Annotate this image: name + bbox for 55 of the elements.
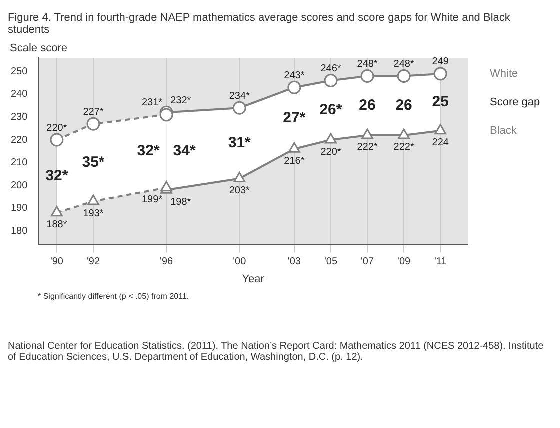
y-tick-label: 190	[10, 203, 28, 214]
data-label: 188*	[46, 220, 68, 231]
y-tick-label: 240	[10, 89, 28, 100]
x-tick-label: '00	[233, 256, 247, 268]
data-label: 248*	[394, 58, 414, 70]
data-label: 227*	[83, 106, 104, 118]
x-tick-label: '07	[361, 256, 374, 268]
text: White	[490, 68, 518, 80]
data-label: 199*	[142, 194, 163, 206]
data-label: 248*	[357, 58, 378, 70]
x-tick-label: '90	[50, 256, 64, 268]
data-label: 231*	[142, 98, 163, 109]
data-label: 234*	[229, 90, 250, 102]
text: Black	[490, 124, 518, 137]
annotation: 32*	[137, 142, 160, 160]
data-label: 203*	[229, 185, 250, 196]
x-tick-label: '05	[324, 256, 338, 268]
annotation: 26*	[320, 102, 342, 119]
annotation: 35*	[82, 154, 105, 171]
annotation: 27*	[283, 110, 306, 127]
text: National Center for Education Statistics. (2011). The Nation’s Report Card: Mathematics 2011 (NCES 2012-458). Institute of Education Sciences, U.S. Department of Education, Washington, D.C. (p. 12).	[8, 341, 545, 363]
x-tick-label: '09	[398, 256, 412, 268]
y-tick-label: 220	[10, 134, 28, 146]
annotation: 26	[396, 96, 412, 114]
x-tick-label: '03	[288, 256, 302, 268]
x-tick-label: '96	[160, 256, 174, 268]
data-label: 222*	[394, 142, 414, 154]
y-tick-label: 210	[10, 158, 28, 169]
y-tick-label: 200	[10, 180, 28, 192]
y-tick-label: 180	[10, 226, 28, 237]
text: * Significantly different (p < .05) from 2011.	[38, 292, 190, 301]
x-axis-title: Year	[242, 273, 265, 286]
y-axis-title: Scale score	[10, 42, 68, 55]
data-label: 220*	[320, 146, 342, 158]
data-label: 249	[432, 56, 450, 68]
data-label: 198*	[170, 196, 192, 208]
data-label: 220*	[46, 122, 68, 134]
data-label: 224	[432, 138, 450, 149]
annotation: 25	[432, 94, 449, 111]
y-tick-label: 250	[10, 66, 28, 78]
x-tick-label: '92	[86, 256, 100, 268]
annotation: 26	[359, 96, 376, 114]
data-label: 232*	[170, 95, 192, 106]
annotation: 34*	[173, 142, 196, 160]
data-label: 243*	[284, 70, 305, 82]
data-label: 216*	[284, 156, 305, 167]
chart-title: Figure 4. Trend in fourth-grade NAEP mathematics average scores and score gaps for White and Black students	[8, 12, 512, 36]
annotation: 32*	[46, 168, 68, 185]
y-tick-label: 230	[10, 112, 28, 123]
x-tick-label: '11	[434, 256, 448, 268]
annotation: 31*	[228, 134, 252, 152]
data-label: 222*	[357, 142, 378, 154]
legend-title: Score gap	[490, 96, 540, 108]
data-label: 246*	[320, 64, 342, 75]
data-label: 193*	[83, 208, 104, 220]
